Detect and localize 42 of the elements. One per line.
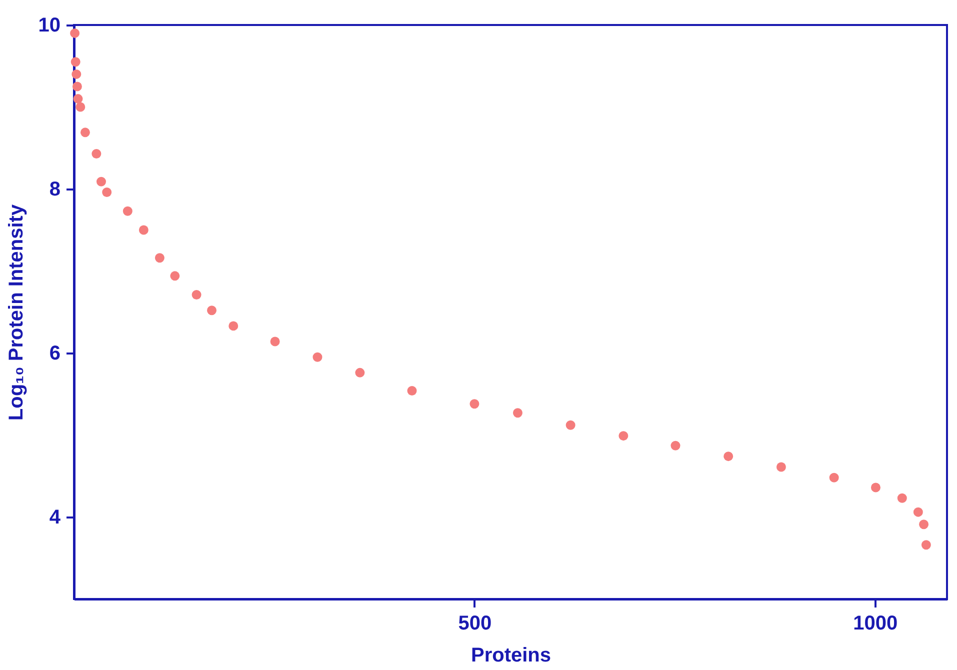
point bbox=[829, 472, 839, 482]
point bbox=[228, 321, 238, 331]
y-tick-label: 4 bbox=[49, 506, 62, 528]
point bbox=[870, 482, 880, 492]
point bbox=[92, 149, 102, 158]
point bbox=[154, 253, 164, 263]
y-axis-title: Log₁₀ Protein Intensity bbox=[5, 204, 28, 421]
point bbox=[470, 399, 480, 409]
point bbox=[919, 520, 929, 530]
point bbox=[618, 431, 628, 441]
y-tick-label: 6 bbox=[49, 342, 60, 364]
x-axis-title: Proteins bbox=[470, 644, 552, 666]
y-tick-label: 10 bbox=[38, 14, 60, 36]
point bbox=[897, 493, 907, 503]
point bbox=[72, 69, 82, 79]
point bbox=[355, 368, 365, 378]
point bbox=[270, 336, 280, 346]
point bbox=[776, 462, 786, 472]
point bbox=[512, 408, 522, 418]
x-tick-label: 1000 bbox=[853, 612, 898, 634]
point bbox=[96, 176, 106, 186]
x-tick-label: 500 bbox=[458, 612, 492, 634]
point bbox=[80, 128, 90, 138]
point bbox=[566, 420, 576, 430]
point bbox=[70, 57, 80, 67]
point bbox=[76, 102, 86, 112]
point bbox=[207, 306, 216, 316]
point bbox=[913, 507, 923, 517]
point bbox=[170, 271, 180, 281]
point bbox=[102, 188, 112, 198]
point bbox=[73, 94, 83, 104]
point bbox=[670, 440, 680, 450]
point bbox=[122, 206, 132, 216]
point bbox=[70, 28, 80, 38]
point bbox=[72, 82, 82, 92]
point bbox=[407, 386, 417, 396]
point bbox=[312, 352, 322, 362]
y-tick-label: 8 bbox=[49, 178, 60, 200]
point bbox=[724, 452, 734, 462]
point bbox=[192, 290, 202, 300]
point bbox=[138, 225, 148, 235]
point bbox=[921, 540, 931, 550]
